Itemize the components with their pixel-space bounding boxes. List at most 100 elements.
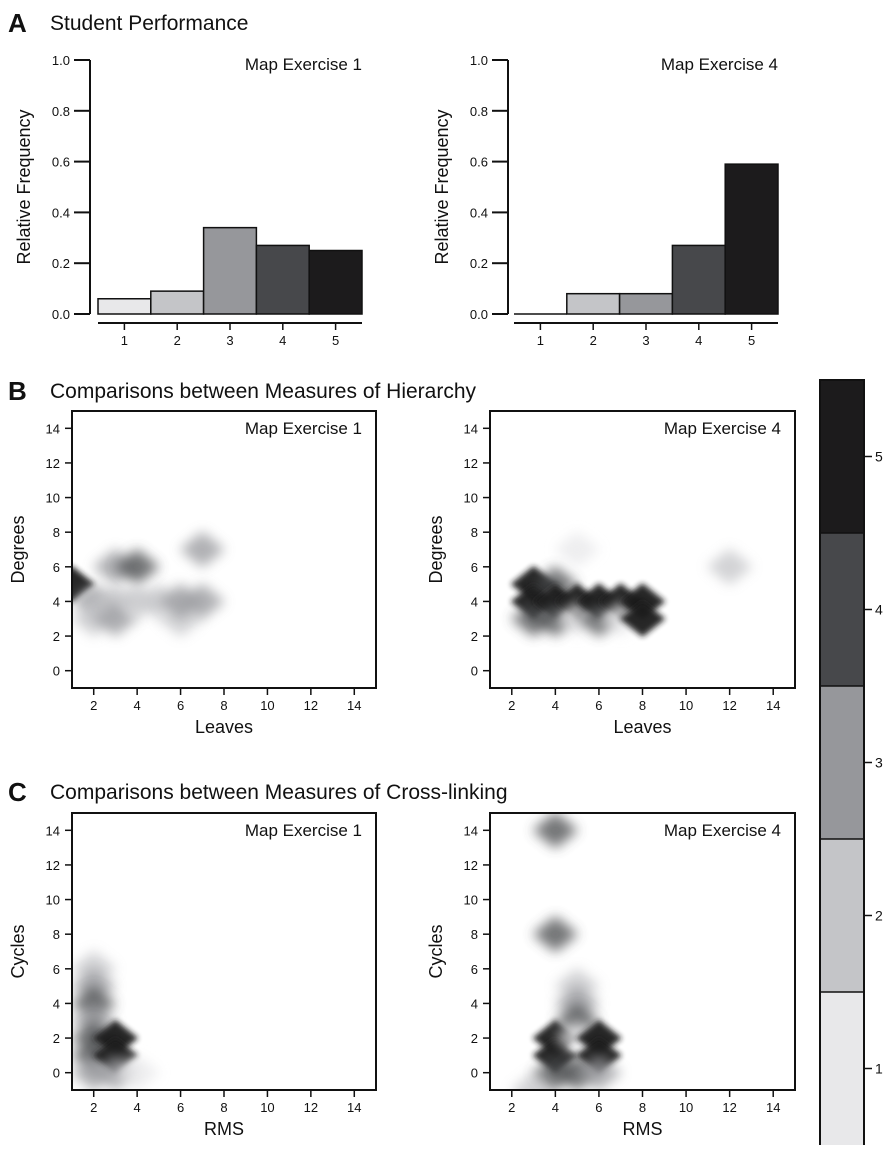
x-tick-label: 5 [332,333,339,348]
y-tick-label: 0 [471,1066,478,1081]
plot-frame [489,410,796,689]
y-tick-label: 10 [46,893,60,908]
y-tick-label: 14 [46,823,60,838]
y-tick-label: 12 [464,858,478,873]
y-tick-label: 10 [464,491,478,506]
x-tick-label: 1 [537,333,544,348]
y-axis-label: Degrees [8,515,28,583]
section-b-letter: B [8,376,27,406]
y-tick-label: 10 [464,893,478,908]
bar [150,290,205,315]
legend-swatch [820,533,864,686]
y-tick-label: 0.6 [470,155,488,170]
x-tick-label: 4 [695,333,702,348]
heatmap-cells [510,531,753,637]
y-tick-label: 0 [53,1066,60,1081]
y-tick-label: 6 [53,560,60,575]
bar [566,292,621,315]
legend-swatch [820,686,864,839]
y-tick-label: 1.0 [470,53,488,68]
x-axis-label: Leaves [195,717,253,737]
legend-frame [819,379,865,1145]
x-tick-label: 2 [508,1100,515,1115]
y-tick-label: 2 [471,1031,478,1046]
y-tick-label: 6 [471,560,478,575]
y-tick-label: 0.0 [470,307,488,322]
x-tick-label: 8 [639,1100,646,1115]
x-tick-label: 6 [595,1100,602,1115]
x-tick-label: 6 [595,698,602,713]
y-tick-label: 10 [46,491,60,506]
x-tick-label: 5 [748,333,755,348]
section-a-letter: A [8,8,27,38]
x-tick-label: 4 [279,333,286,348]
x-tick-label: 12 [722,1100,736,1115]
x-axis-label: RMS [623,1119,663,1139]
x-tick-label: 10 [260,698,274,713]
y-tick-label: 1.0 [52,53,70,68]
b1-chart: 2 4 6 8 10 12 14 0 2 4 6 8 10 12 14 Map Exercise 1 Leave… [8,410,377,737]
x-tick-label: 8 [639,698,646,713]
x-tick-label: 4 [552,698,559,713]
y-tick-label: 8 [471,525,478,540]
heatmap-cell [532,916,579,953]
heatmap-cell [114,1054,160,1090]
y-tick-label: 0.6 [52,155,70,170]
legend-swatch [820,380,864,533]
heatmap-cell [510,1071,557,1090]
x-tick-label: 2 [174,333,181,348]
section-a-title: Student Performance [50,12,249,35]
y-tick-label: 0 [471,664,478,679]
bar [618,292,674,315]
legend-label: 2 [875,908,883,924]
y-tick-label: 12 [46,858,60,873]
plot-frame [489,812,796,1091]
y-tick-label: 4 [53,594,60,609]
legend-label: 4 [875,602,883,618]
x-tick-label: 6 [177,1100,184,1115]
heatmap-cells [510,813,622,1090]
heatmap-cell [706,548,753,585]
y-tick-label: 0 [53,664,60,679]
heatmap-cell [576,1054,622,1090]
chart-title: Map Exercise 4 [661,55,778,74]
y-tick-label: 0.8 [52,104,70,119]
bar [308,249,363,315]
heatmap-cells [72,950,160,1090]
chart-title: Map Exercise 1 [245,821,362,840]
heatmap-cells [72,531,226,637]
x-tick-label: 14 [766,1100,780,1115]
chart-title: Map Exercise 1 [245,55,362,74]
y-tick-label: 12 [464,456,478,471]
y-tick-label: 14 [464,823,478,838]
y-tick-label: 2 [53,1031,60,1046]
bar [202,226,258,315]
y-tick-label: 4 [471,996,478,1011]
bar [671,244,726,315]
y-tick-label: 12 [46,456,60,471]
bar [255,244,310,315]
y-tick-label: 0.4 [470,205,488,220]
x-tick-label: 10 [679,698,693,713]
x-tick-label: 4 [552,1100,559,1115]
x-axis-label: Leaves [613,717,671,737]
legend-label: 5 [875,449,883,465]
x-tick-label: 14 [347,1100,361,1115]
heatmap-cell [72,565,95,603]
y-axis-label: Degrees [426,515,446,583]
legend-label: 1 [875,1061,883,1077]
x-tick-label: 12 [304,698,318,713]
x-tick-label: 2 [90,698,97,713]
legend-swatch [820,839,864,992]
section-c-letter: C [8,777,27,807]
x-tick-label: 8 [220,1100,227,1115]
c1-chart: 2 4 6 8 10 12 14 0 2 4 6 8 10 12 14 Map Exercise 1 RMS Cy… [8,812,377,1139]
y-axis-label: Cycles [426,924,446,978]
y-tick-label: 4 [53,996,60,1011]
heatmap-cell [619,600,666,637]
y-tick-label: 6 [53,962,60,977]
bar [97,298,152,315]
heatmap-cell [554,531,601,568]
a1-chart: 0.0 0.2 0.4 0.6 0.8 1.0 1 2 3 4 5 Map Exercise 1 Rel… [14,53,363,348]
